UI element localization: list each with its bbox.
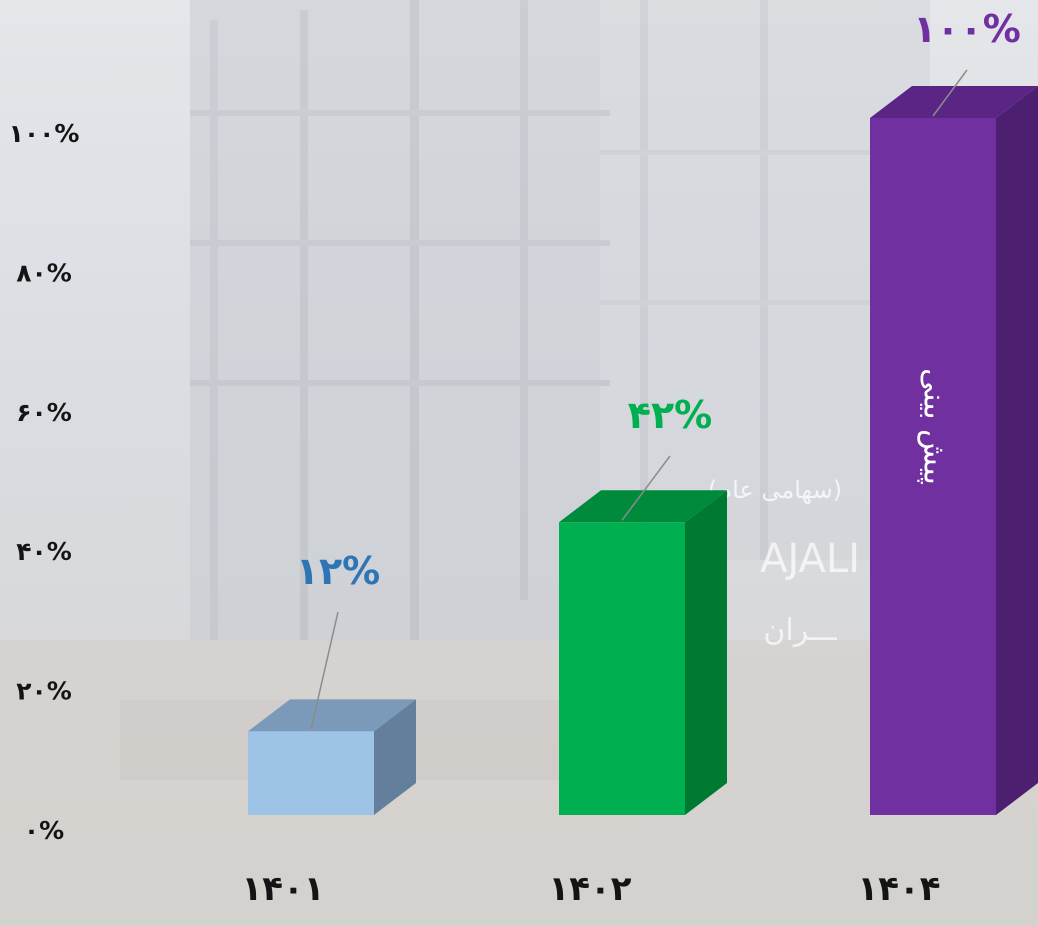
y-tick-label: ۱۰۰% [9,119,80,148]
bar-side [685,490,727,815]
bar-inner-label: پیش بینی [917,368,952,485]
bar [248,731,374,815]
data-label-leader [310,611,339,730]
bar-top [248,699,416,732]
watermark-line-2: AJALI [760,536,860,582]
data-label-leader [621,455,671,521]
bar-top [870,86,1038,118]
x-tick-label: ۱۴۰۱ [241,869,324,909]
bar [559,522,685,815]
watermark-line-3: ـــران [763,613,837,648]
y-tick-label: ۰% [24,816,64,845]
y-tick-label: ۶۰% [16,398,72,427]
data-label: ۴۲% [628,393,712,437]
bar-top [559,490,727,523]
bar-side [374,699,416,815]
watermark-line-1: (سهامی عام) [708,476,842,504]
y-tick-label: ۲۰% [16,677,72,706]
data-label: ۱۰۰% [913,7,1021,51]
data-label: ۱۲% [296,549,380,593]
x-tick-label: ۱۴۰۲ [548,869,631,909]
bar-side [996,86,1038,815]
data-label-leader [932,69,968,117]
bar [870,118,996,815]
y-tick-label: ۴۰% [16,537,72,566]
y-tick-label: ۸۰% [16,258,72,287]
x-tick-label: ۱۴۰۴ [857,869,940,909]
